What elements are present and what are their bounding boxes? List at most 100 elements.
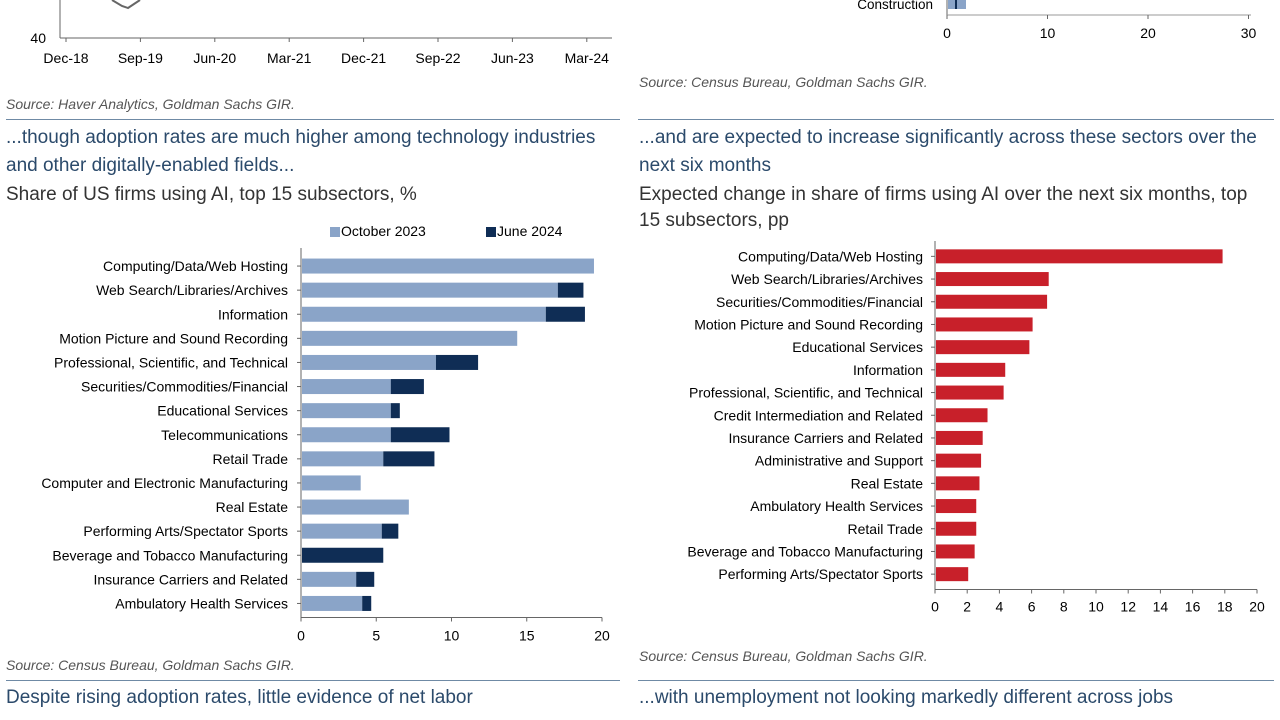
top-left-source: Source: Haver Analytics, Goldman Sachs G… bbox=[6, 96, 295, 112]
right-bar-real-estate bbox=[936, 476, 980, 491]
right-bar-credit-intermediation-and-related bbox=[936, 408, 988, 423]
left-bar-jun-educational-services bbox=[390, 403, 400, 419]
right-bottom-rule bbox=[638, 680, 1274, 681]
left-category-label-securities-commodities-financial: Securities/Commodities/Financial bbox=[81, 379, 288, 395]
right-x-tick-label: 10 bbox=[1088, 599, 1104, 615]
left-bar-chart: October 2023 June 2024 Computing/Data/We… bbox=[41, 223, 610, 644]
left-x-tick-label: 0 bbox=[297, 628, 305, 644]
left-bar-oct-educational-services bbox=[302, 403, 391, 419]
left-category-label-performing-arts-spectator-sports: Performing Arts/Spectator Sports bbox=[83, 523, 288, 539]
right-category-label-performing-arts-spectator-sports: Performing Arts/Spectator Sports bbox=[718, 566, 923, 582]
tl-x-tick-label: Dec-18 bbox=[43, 50, 88, 66]
right-x-tick-label: 2 bbox=[963, 599, 971, 615]
left-bar-oct-performing-arts-spectator-sports bbox=[302, 523, 382, 539]
tl-x-tick-label: Sep-22 bbox=[415, 50, 460, 66]
right-category-label-credit-intermediation-and-related: Credit Intermediation and Related bbox=[714, 407, 923, 423]
left-bottom-rule bbox=[6, 680, 620, 681]
left-category-label-computer-and-electronic-manufacturing: Computer and Electronic Manufacturing bbox=[41, 475, 288, 491]
right-bar-ambulatory-health-services bbox=[936, 499, 977, 514]
top-right-chart: Construction 0 10 20 30 bbox=[857, 0, 1257, 41]
left-category-label-professional-scientific-and-technical: Professional, Scientific, and Technical bbox=[54, 354, 288, 370]
right-category-label-securities-commodities-financial: Securities/Commodities/Financial bbox=[716, 294, 923, 310]
left-bar-oct-securities-commodities-financial bbox=[302, 379, 391, 395]
tr-x-tick-label: 30 bbox=[1241, 25, 1257, 41]
tr-category-label: Construction bbox=[857, 0, 933, 12]
right-bar-information bbox=[936, 362, 1006, 377]
right-category-label-ambulatory-health-services: Ambulatory Health Services bbox=[750, 498, 923, 514]
right-x-tick-label: 4 bbox=[996, 599, 1004, 615]
left-headline: ...though adoption rates are much higher… bbox=[6, 127, 596, 176]
left-category-label-beverage-and-tobacco-manufacturing: Beverage and Tobacco Manufacturing bbox=[52, 547, 288, 563]
right-bar-administrative-and-support bbox=[936, 453, 982, 468]
right-category-label-computing-data-web-hosting: Computing/Data/Web Hosting bbox=[738, 248, 923, 264]
tl-x-tick-label: Mar-21 bbox=[267, 50, 312, 66]
tl-x-tick-label: Sep-19 bbox=[118, 50, 163, 66]
left-category-label-educational-services: Educational Services bbox=[157, 403, 288, 419]
left-category-label-telecommunications: Telecommunications bbox=[161, 427, 288, 443]
left-bar-oct-computer-and-electronic-manufacturing bbox=[302, 475, 361, 491]
right-bar-beverage-and-tobacco-manufacturing bbox=[936, 544, 975, 559]
left-bar-jun-retail-trade bbox=[383, 451, 435, 467]
right-category-label-retail-trade: Retail Trade bbox=[848, 521, 924, 537]
left-category-label-information: Information bbox=[218, 306, 288, 322]
right-x-tick-label: 12 bbox=[1120, 599, 1136, 615]
left-source: Source: Census Bureau, Goldman Sachs GIR… bbox=[6, 657, 295, 673]
right-bar-performing-arts-spectator-sports bbox=[936, 567, 969, 582]
tr-x-tick-label: 20 bbox=[1140, 25, 1156, 41]
right-category-label-real-estate: Real Estate bbox=[851, 475, 924, 491]
top-right-source: Source: Census Bureau, Goldman Sachs GIR… bbox=[639, 74, 928, 90]
tl-x-tick-label: Mar-24 bbox=[565, 50, 610, 66]
right-x-tick-label: 6 bbox=[1028, 599, 1036, 615]
left-bar-jun-performing-arts-spectator-sports bbox=[381, 523, 399, 539]
right-x-tick-label: 8 bbox=[1060, 599, 1068, 615]
left-category-label-motion-picture-and-sound-recording: Motion Picture and Sound Recording bbox=[59, 330, 288, 346]
tl-series-line bbox=[111, 0, 141, 10]
left-bar-jun-beverage-and-tobacco-manufacturing bbox=[302, 547, 384, 563]
left-bar-oct-information bbox=[302, 306, 546, 322]
tr-x-tick-label: 10 bbox=[1040, 25, 1056, 41]
left-x-tick-label: 5 bbox=[372, 628, 380, 644]
left-bar-jun-information bbox=[545, 306, 585, 322]
left-category-label-real-estate: Real Estate bbox=[216, 499, 289, 515]
right-bar-educational-services bbox=[936, 340, 1030, 355]
right-bar-retail-trade bbox=[936, 521, 977, 536]
left-x-tick-label: 20 bbox=[594, 628, 610, 644]
left-bar-oct-insurance-carriers-and-related bbox=[302, 571, 357, 587]
bottom-left-headline: Despite rising adoption rates, little ev… bbox=[6, 687, 473, 708]
left-bar-jun-insurance-carriers-and-related bbox=[356, 571, 375, 587]
right-x-tick-label: 0 bbox=[931, 599, 939, 615]
right-bar-chart: Computing/Data/Web Hosting Web Search/Lib… bbox=[687, 241, 1265, 615]
right-bar-computing-data-web-hosting bbox=[936, 249, 1223, 264]
left-bar-jun-securities-commodities-financial bbox=[390, 379, 424, 395]
left-x-tick-label: 10 bbox=[444, 628, 460, 644]
top-left-rule bbox=[6, 119, 620, 120]
right-bar-web-search-libraries-archives bbox=[936, 272, 1049, 287]
right-x-tick-label: 18 bbox=[1217, 599, 1233, 615]
right-bar-professional-scientific-and-technical bbox=[936, 385, 1004, 400]
left-bar-oct-real-estate bbox=[302, 499, 409, 515]
right-bar-motion-picture-and-sound-recording bbox=[936, 317, 1033, 332]
right-headline: ...and are expected to increase signific… bbox=[639, 127, 1257, 176]
right-x-tick-label: 14 bbox=[1153, 599, 1169, 615]
right-x-tick-label: 20 bbox=[1249, 599, 1265, 615]
right-subtitle: Expected change in share of firms using … bbox=[639, 184, 1248, 231]
tr-x-tick-label: 0 bbox=[943, 25, 951, 41]
left-bar-oct-ambulatory-health-services bbox=[302, 595, 363, 611]
tl-x-tick-label: Dec-21 bbox=[341, 50, 386, 66]
left-bar-jun-web-search-libraries-archives bbox=[557, 282, 584, 298]
right-bar-insurance-carriers-and-related bbox=[936, 430, 983, 445]
right-category-label-professional-scientific-and-technical: Professional, Scientific, and Technical bbox=[689, 385, 923, 401]
top-left-chart: 40 Dec-18 Sep-19 Jun-20 Mar-21 Dec-21 Sep-22 J… bbox=[30, 0, 612, 66]
left-category-label-insurance-carriers-and-related: Insurance Carriers and Related bbox=[93, 571, 288, 587]
right-category-label-beverage-and-tobacco-manufacturing: Beverage and Tobacco Manufacturing bbox=[687, 543, 923, 559]
top-right-rule bbox=[638, 119, 1274, 120]
left-bar-oct-motion-picture-and-sound-recording bbox=[302, 330, 518, 346]
right-x-tick-label: 16 bbox=[1185, 599, 1201, 615]
left-x-tick-label: 15 bbox=[519, 628, 535, 644]
right-category-label-educational-services: Educational Services bbox=[792, 339, 923, 355]
legend-swatch-june-2024 bbox=[486, 227, 496, 237]
left-category-label-web-search-libraries-archives: Web Search/Libraries/Archives bbox=[96, 282, 288, 298]
left-subtitle: Share of US firms using AI, top 15 subse… bbox=[6, 184, 417, 205]
right-category-label-motion-picture-and-sound-recording: Motion Picture and Sound Recording bbox=[694, 316, 923, 332]
right-category-label-administrative-and-support: Administrative and Support bbox=[755, 453, 923, 469]
